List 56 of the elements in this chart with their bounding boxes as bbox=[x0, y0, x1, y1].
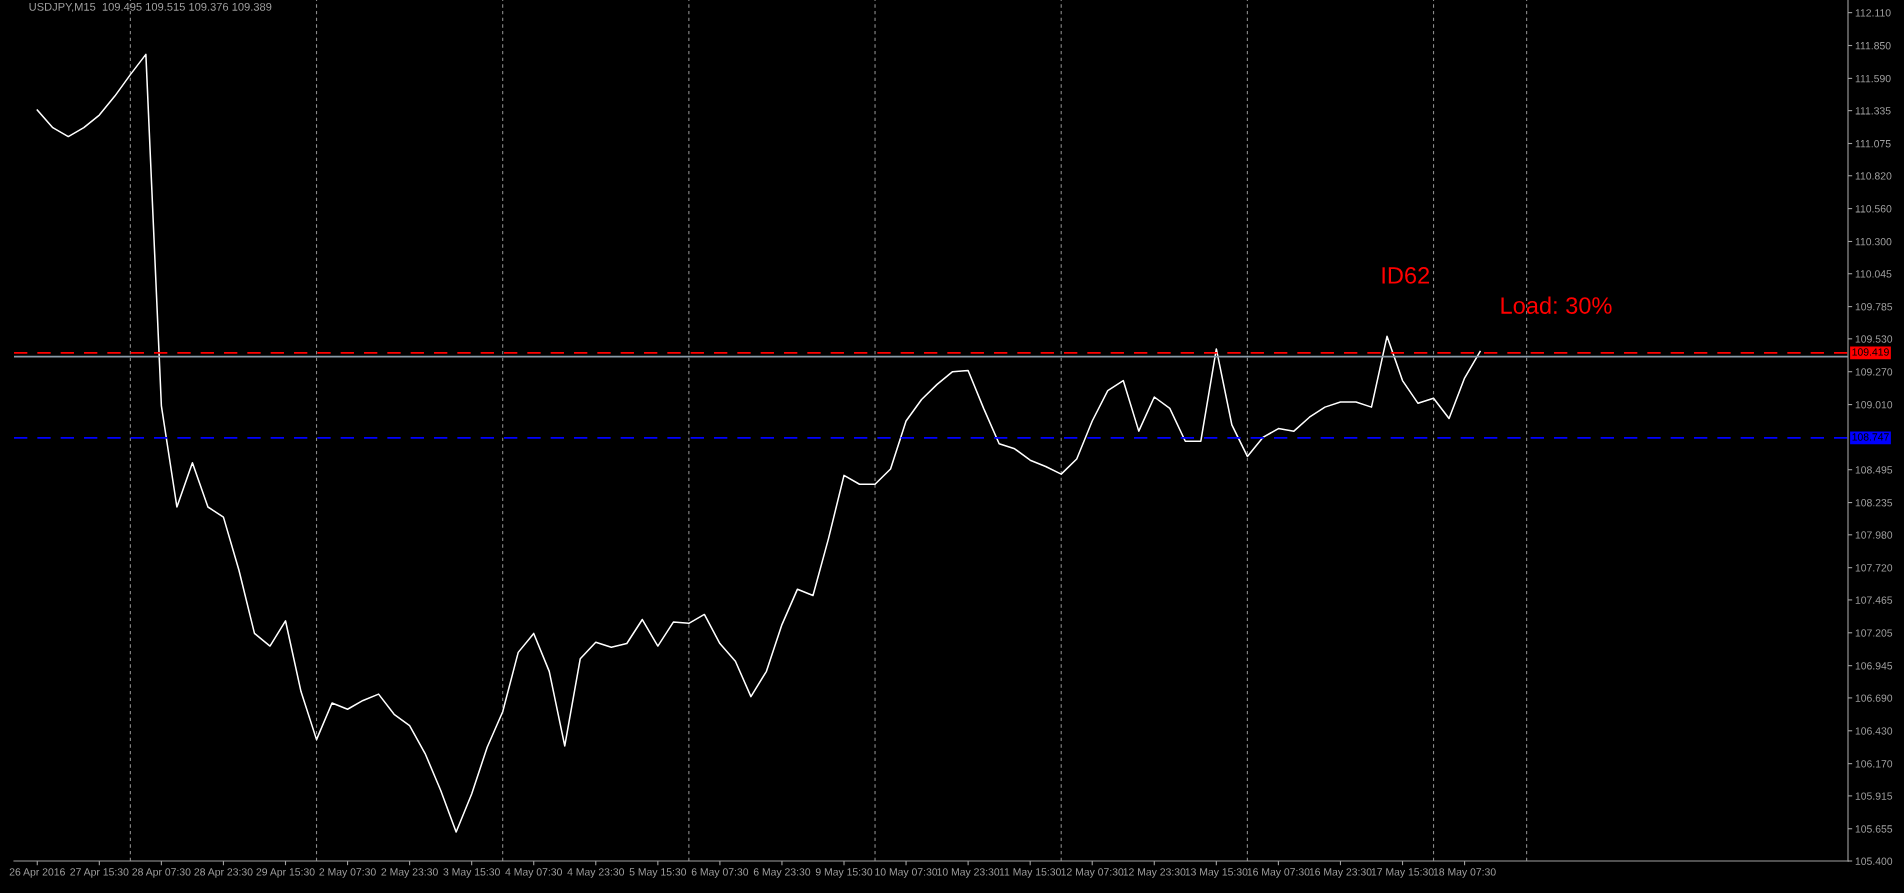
y-tick-label: 109.785 bbox=[1855, 303, 1893, 311]
y-tick-label: 105.915 bbox=[1855, 792, 1893, 800]
x-tick-label: 17 May 15:30 bbox=[1371, 868, 1434, 878]
x-tick-label: 2 May 23:30 bbox=[381, 868, 438, 878]
line-series bbox=[36, 53, 1481, 833]
y-tick-label: 108.495 bbox=[1855, 466, 1893, 474]
ref-line-label: 109.419 bbox=[1852, 348, 1889, 356]
x-tick-label: 28 Apr 23:30 bbox=[194, 868, 253, 878]
x-tick-label: 6 May 23:30 bbox=[753, 868, 811, 878]
x-tick-label: 2 May 07:30 bbox=[319, 868, 376, 878]
y-tick-label: 109.010 bbox=[1855, 401, 1893, 409]
x-tick-label: 26 Apr 2016 bbox=[9, 868, 65, 878]
y-tick-label: 111.850 bbox=[1855, 42, 1891, 50]
x-tick-label: 10 May 23:30 bbox=[937, 868, 1000, 878]
y-tick-label: 107.465 bbox=[1855, 596, 1893, 604]
y-tick-label: 109.530 bbox=[1855, 335, 1893, 343]
y-tick-label: 111.590 bbox=[1855, 74, 1891, 83]
x-tick-label: 5 May 15:30 bbox=[629, 868, 687, 878]
x-tick-label: 10 May 07:30 bbox=[875, 868, 938, 878]
y-tick-label: 106.945 bbox=[1855, 662, 1893, 670]
y-tick-label: 111.075 bbox=[1855, 140, 1891, 148]
y-tick-label: 112.110 bbox=[1855, 9, 1891, 17]
x-tick-label: 4 May 23:30 bbox=[567, 868, 625, 878]
y-tick-label: 110.560 bbox=[1855, 205, 1892, 213]
y-tick-label: 106.690 bbox=[1855, 694, 1893, 702]
y-tick-label: 106.430 bbox=[1855, 727, 1893, 735]
x-tick-label: 12 May 23:30 bbox=[1123, 868, 1186, 878]
x-tick-label: 18 May 07:30 bbox=[1433, 868, 1496, 878]
ref-line-label: 108.747 bbox=[1852, 433, 1889, 441]
x-tick-label: 16 May 23:30 bbox=[1309, 868, 1372, 878]
y-tick-label: 109.270 bbox=[1855, 368, 1893, 376]
y-tick-label: 105.655 bbox=[1855, 825, 1893, 833]
x-tick-label: 27 Apr 15:30 bbox=[70, 868, 129, 878]
x-tick-label: 13 May 15:30 bbox=[1185, 868, 1248, 878]
text: Load: 30% bbox=[1501, 296, 1612, 314]
x-tick-label: 4 May 07:30 bbox=[505, 868, 562, 878]
annotation: ID62 bbox=[1382, 267, 1430, 284]
y-tick-label: 111.335 bbox=[1855, 107, 1891, 115]
y-tick-label: 107.205 bbox=[1855, 629, 1893, 637]
x-tick-label: 28 Apr 07:30 bbox=[132, 868, 191, 878]
y-tick-label: 110.300 bbox=[1855, 237, 1892, 246]
y-tick-label: 108.235 bbox=[1855, 499, 1893, 507]
y-tick-label: 107.720 bbox=[1855, 564, 1893, 572]
y-tick-label: 110.820 bbox=[1855, 172, 1892, 180]
x-tick-label: 16 May 07:30 bbox=[1247, 868, 1310, 878]
x-tick-label: 9 May 15:30 bbox=[815, 868, 873, 878]
y-tick-label: 106.170 bbox=[1855, 760, 1893, 768]
chart-title: USDJPY,M15 109.495 109.515 109.376 109.389 bbox=[29, 2, 272, 13]
x-tick-label: 29 Apr 15:30 bbox=[256, 868, 315, 878]
x-tick-label: 6 May 07:30 bbox=[691, 868, 749, 878]
x-tick-label: 12 May 07:30 bbox=[1061, 868, 1124, 878]
x-tick-label: 11 May 15:30 bbox=[999, 868, 1061, 878]
x-tick-label: 3 May 15:30 bbox=[443, 868, 500, 878]
y-tick-label: 110.045 bbox=[1855, 270, 1892, 278]
y-tick-label: 107.980 bbox=[1855, 531, 1893, 539]
y-tick-label: 105.400 bbox=[1855, 857, 1893, 865]
